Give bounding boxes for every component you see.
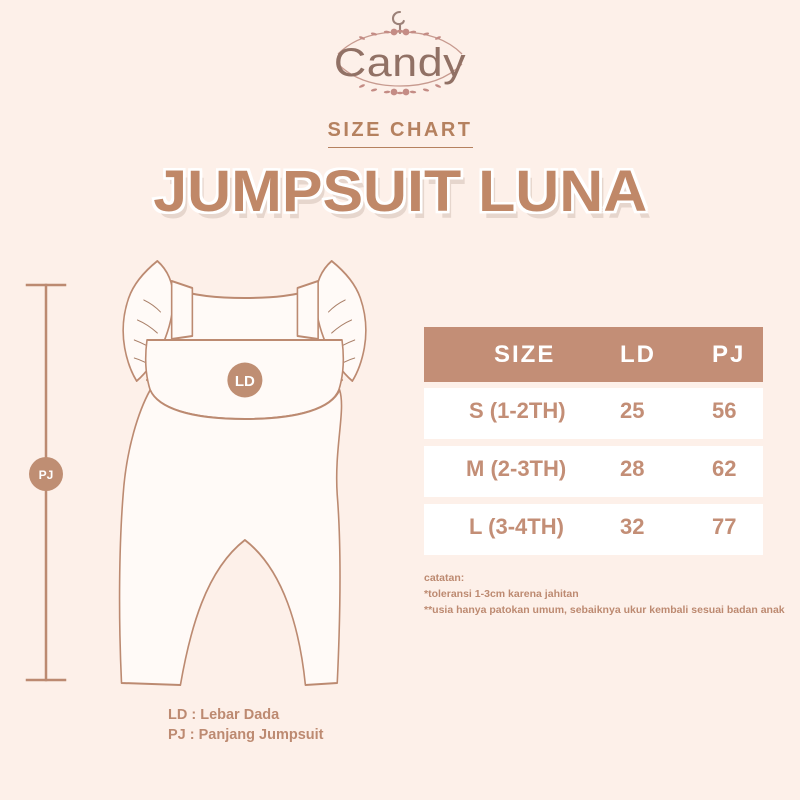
svg-text:LD: LD (235, 373, 255, 390)
svg-text:PJ: PJ (39, 468, 54, 482)
